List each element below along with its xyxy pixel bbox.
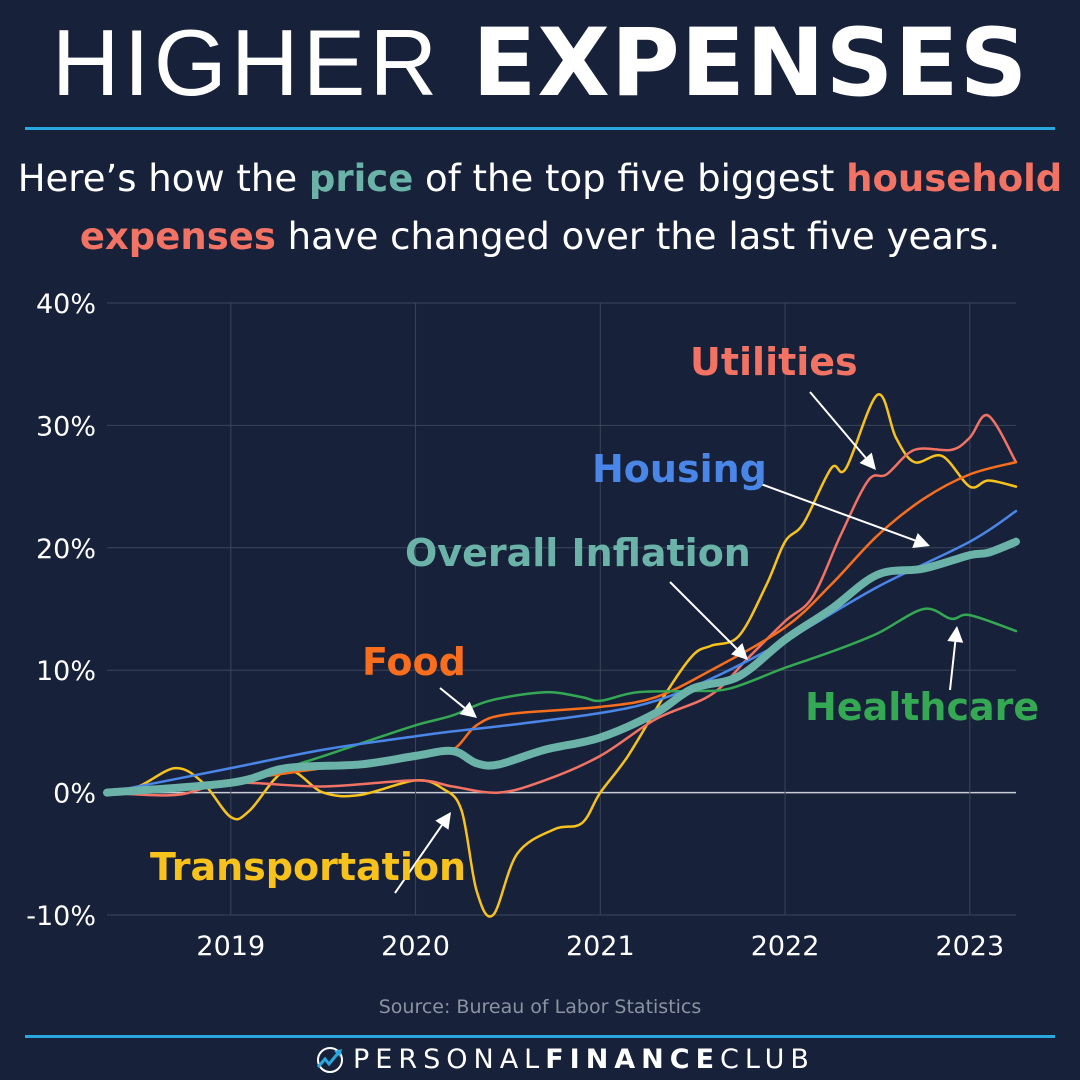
label-utilities: Utilities — [690, 340, 858, 384]
series-line-utilities — [105, 413, 1018, 797]
top-divider — [25, 127, 1055, 130]
arrow-transportation-icon — [394, 812, 451, 894]
x-tick-label: 2021 — [566, 931, 635, 962]
series-line-housing — [105, 509, 1018, 794]
subtitle-text: Here’s how the — [17, 157, 309, 200]
y-tick-label: 40% — [36, 289, 96, 320]
arrow-utilities-icon — [809, 391, 876, 470]
y-tick-label: 10% — [36, 656, 96, 687]
y-tick-label: 20% — [36, 534, 96, 565]
subtitle: Here’s how the price of the top five big… — [0, 150, 1080, 266]
arrow-overall-icon — [669, 581, 748, 660]
brand-personal: PERSONAL — [353, 1044, 546, 1075]
headline-light: HIGHER — [51, 10, 442, 115]
subtitle-price: price — [308, 157, 414, 200]
arrow-head — [912, 532, 930, 549]
brand-finance: FINANCE — [545, 1044, 721, 1075]
arrow-head — [459, 701, 477, 718]
series-line-healthcare — [105, 607, 1018, 794]
subtitle-text: of the top five biggest — [413, 157, 847, 200]
label-food: Food — [362, 640, 466, 684]
x-tick-label: 2020 — [381, 931, 450, 962]
x-tick-label: 2023 — [935, 931, 1004, 962]
arrow-shaft — [757, 482, 916, 542]
subtitle-text: have changed over the last five years. — [275, 215, 1001, 258]
y-tick-label: 30% — [36, 411, 96, 442]
y-tick-label: -10% — [26, 901, 96, 932]
subtitle-expenses: expenses — [79, 215, 276, 258]
bottom-divider — [25, 1035, 1055, 1038]
series-line-overall — [103, 537, 1020, 797]
arrow-shaft — [809, 391, 867, 459]
arrow-housing-icon — [757, 482, 930, 549]
source-note: Source: Bureau of Labor Statistics — [378, 996, 702, 1018]
arrow-healthcare-icon — [947, 626, 964, 691]
arrow-shaft — [669, 581, 738, 650]
arrow-head — [947, 626, 964, 643]
arrow-shaft — [439, 687, 466, 709]
label-overall-inflation: Overall Inflation — [405, 531, 751, 575]
arrow-head — [731, 643, 748, 660]
trend-arrow-icon — [316, 1046, 343, 1073]
x-tick-label: 2019 — [196, 931, 265, 962]
y-tick-label: 0% — [53, 779, 96, 810]
x-tick-label: 2022 — [751, 931, 820, 962]
brand-logo: PERSONALFINANCECLUB — [315, 1044, 815, 1075]
headline: HIGHER EXPENSES — [0, 8, 1080, 119]
arrow-head — [435, 812, 451, 830]
brand-club: CLUB — [720, 1044, 815, 1075]
arrow-head — [859, 452, 876, 470]
label-healthcare: Healthcare — [805, 685, 1040, 729]
headline-bold: EXPENSES — [472, 9, 1029, 118]
label-transportation: Transportation — [150, 845, 467, 889]
arrow-shaft — [394, 824, 443, 894]
series-line-transportation — [105, 393, 1018, 918]
label-housing: Housing — [592, 447, 767, 491]
arrow-food-icon — [439, 687, 477, 718]
arrow-shaft — [949, 641, 957, 691]
subtitle-household: household — [846, 157, 1063, 200]
